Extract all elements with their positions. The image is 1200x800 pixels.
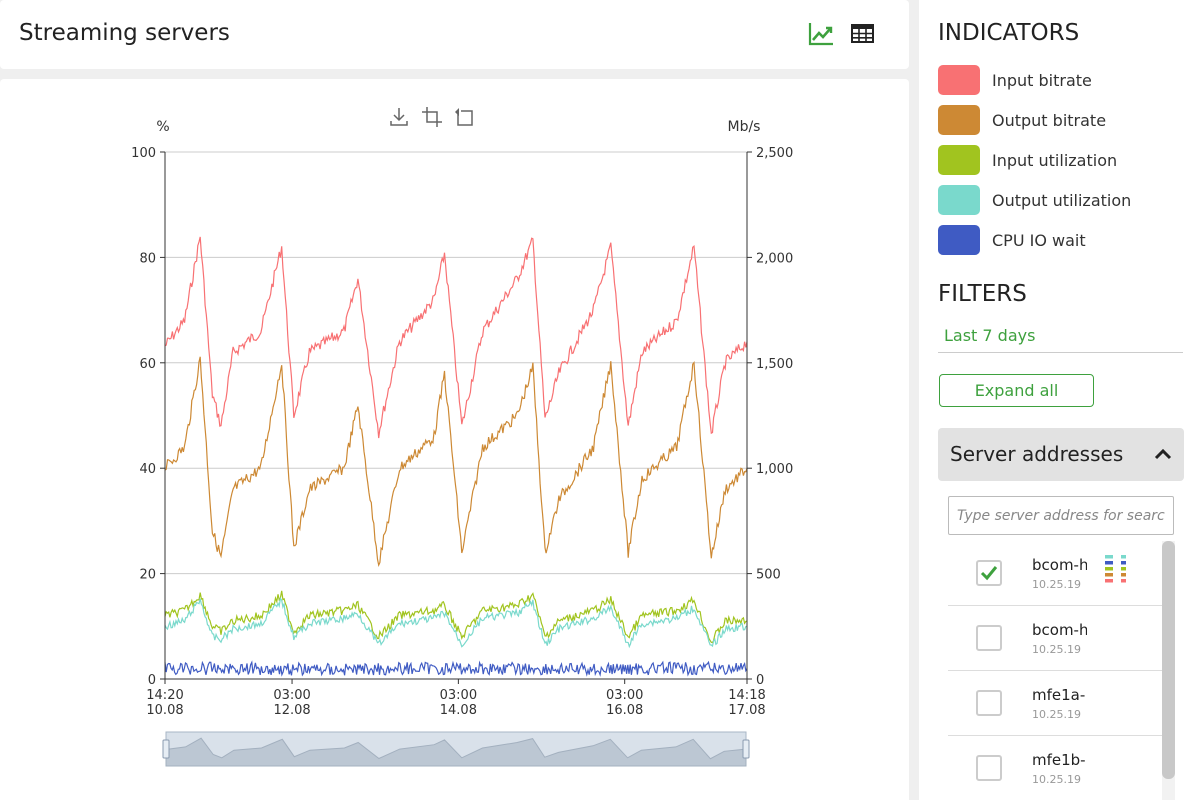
server-checkbox[interactable] xyxy=(976,755,1002,781)
zoom-handle[interactable] xyxy=(162,739,170,759)
right-tick-label: 2,500 xyxy=(756,146,793,161)
line-chart: 0 20 40 60 80 100 0 500 1,000 1,500 2,000 2,500% Mb/… xyxy=(131,119,793,767)
indicator-label: Input bitrate xyxy=(992,70,1092,90)
chart-card: 0 20 40 60 80 100 0 500 1,000 1,500 2,000 2,500% Mb/… xyxy=(0,79,909,800)
indicator-item[interactable]: Input bitrate xyxy=(938,65,1092,95)
series-line xyxy=(164,236,748,439)
series-line xyxy=(164,596,748,649)
x-tick-time: 03:00 xyxy=(273,688,310,703)
x-tick-date: 10.08 xyxy=(146,703,183,718)
series-line xyxy=(164,660,748,677)
indicator-item[interactable]: Output bitrate xyxy=(938,105,1106,135)
x-tick-time: 14:20 xyxy=(146,688,183,703)
page-title: Streaming servers xyxy=(19,20,230,46)
table-icon[interactable] xyxy=(849,20,877,48)
server-row[interactable]: mfe1a- 10.25.19 xyxy=(948,671,1162,736)
left-tick-label: 20 xyxy=(139,568,156,583)
left-axis-unit: % xyxy=(156,119,169,135)
zoom-handle[interactable] xyxy=(742,739,750,759)
x-tick-date: 17.08 xyxy=(728,703,765,718)
indicator-swatch xyxy=(938,105,980,135)
indicator-swatch xyxy=(938,225,980,255)
series-line xyxy=(164,356,748,568)
header-card: Streaming servers xyxy=(0,0,909,69)
server-checkbox[interactable] xyxy=(976,560,1002,586)
series-legend-icon xyxy=(1104,553,1134,589)
indicator-item[interactable]: Output utilization xyxy=(938,185,1131,215)
zoom-overview-area xyxy=(165,737,747,767)
download-icon[interactable] xyxy=(387,105,411,129)
server-search-input[interactable] xyxy=(948,496,1174,535)
server-row[interactable]: bcom-h 10.25.19 xyxy=(948,541,1162,606)
right-tick-label: 2,000 xyxy=(756,251,793,266)
server-ip: 10.25.19 xyxy=(1032,773,1081,786)
filters-title: FILTERS xyxy=(938,281,1027,307)
right-tick-label: 1,000 xyxy=(756,462,793,477)
scrollbar-thumb[interactable] xyxy=(1162,541,1175,779)
indicator-swatch xyxy=(938,145,980,175)
accordion-title: Server addresses xyxy=(950,442,1124,466)
left-tick-label: 0 xyxy=(148,673,156,688)
series-line xyxy=(164,590,748,644)
x-tick-date: 14.08 xyxy=(440,703,477,718)
right-tick-label: 500 xyxy=(756,568,781,583)
server-row[interactable]: bcom-h 10.25.19 xyxy=(948,606,1162,671)
period-select[interactable]: Last 7 days xyxy=(938,324,1183,353)
server-row[interactable]: mfe1b- 10.25.19 xyxy=(948,736,1162,800)
indicator-label: Output bitrate xyxy=(992,110,1107,130)
data-zoom-slider[interactable] xyxy=(162,731,750,767)
sidebar: INDICATORS Input bitrate Output bitrate In… xyxy=(919,0,1200,800)
server-checkbox[interactable] xyxy=(976,625,1002,651)
right-axis-unit: Mb/s xyxy=(728,119,761,135)
right-tick-label: 1,500 xyxy=(756,357,793,372)
expand-all-button[interactable]: Expand all xyxy=(939,374,1094,407)
right-tick-label: 0 xyxy=(756,673,764,688)
left-tick-label: 60 xyxy=(139,357,156,372)
server-name: bcom-h xyxy=(1032,621,1087,639)
server-addresses-accordion[interactable]: Server addresses xyxy=(938,428,1184,481)
indicator-item[interactable]: Input utilization xyxy=(938,145,1117,175)
server-ip: 10.25.19 xyxy=(1032,578,1081,591)
indicator-item[interactable]: CPU IO wait xyxy=(938,225,1086,255)
indicator-swatch xyxy=(938,65,980,95)
x-tick-time: 03:00 xyxy=(440,688,477,703)
server-ip: 10.25.19 xyxy=(1032,708,1081,721)
indicator-label: Output utilization xyxy=(992,190,1132,210)
x-tick-time: 14:18 xyxy=(728,688,765,703)
zoom-select-icon[interactable] xyxy=(420,105,444,129)
indicators-title: INDICATORS xyxy=(938,20,1080,46)
line-chart-icon[interactable] xyxy=(807,20,835,48)
chevron-up-icon xyxy=(1154,446,1172,465)
x-tick-date: 16.08 xyxy=(606,703,643,718)
left-tick-label: 80 xyxy=(139,251,156,266)
server-name: mfe1a- xyxy=(1032,686,1086,704)
x-tick-time: 03:00 xyxy=(606,688,643,703)
indicator-label: CPU IO wait xyxy=(992,230,1086,250)
server-list-scrollbar[interactable] xyxy=(1162,541,1175,800)
server-name: bcom-h xyxy=(1032,556,1087,574)
zoom-reset-icon[interactable] xyxy=(452,105,476,129)
left-tick-label: 100 xyxy=(131,146,156,161)
server-ip: 10.25.19 xyxy=(1032,643,1081,656)
server-list: bcom-h 10.25.19 bcom-h 10.25.19 mfe1a- 10.25.… xyxy=(948,541,1162,800)
checkmark-icon xyxy=(980,566,998,581)
left-tick-label: 40 xyxy=(139,462,156,477)
indicator-swatch xyxy=(938,185,980,215)
server-name: mfe1b- xyxy=(1032,751,1086,769)
server-checkbox[interactable] xyxy=(976,690,1002,716)
x-tick-date: 12.08 xyxy=(273,703,310,718)
indicator-label: Input utilization xyxy=(992,150,1118,170)
